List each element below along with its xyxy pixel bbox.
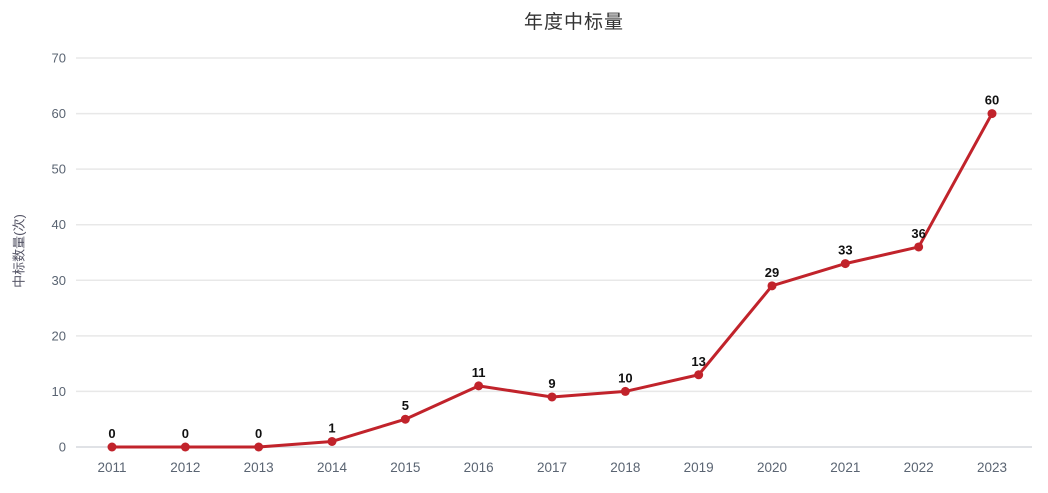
- x-tick-label: 2017: [537, 460, 567, 475]
- data-label: 29: [765, 265, 779, 280]
- x-tick-label: 2020: [757, 460, 787, 475]
- y-tick-label: 70: [52, 51, 66, 66]
- data-label: 5: [402, 398, 409, 413]
- data-point[interactable]: [254, 442, 264, 452]
- data-label: 9: [548, 376, 555, 391]
- data-point[interactable]: [547, 392, 557, 402]
- data-point[interactable]: [107, 442, 117, 452]
- data-point[interactable]: [914, 242, 924, 252]
- y-tick-label: 0: [59, 440, 66, 455]
- data-label: 60: [985, 93, 999, 108]
- x-tick-label: 2018: [610, 460, 640, 475]
- x-tick-label: 2023: [977, 460, 1007, 475]
- data-point[interactable]: [694, 370, 704, 380]
- data-point[interactable]: [620, 386, 630, 396]
- y-tick-label: 30: [52, 273, 66, 288]
- data-point[interactable]: [400, 414, 410, 424]
- y-tick-label: 10: [52, 384, 66, 399]
- chart-title: 年度中标量: [523, 12, 624, 33]
- data-point[interactable]: [327, 436, 337, 446]
- data-label: 0: [182, 426, 189, 441]
- y-tick-label: 40: [52, 217, 66, 232]
- data-point[interactable]: [180, 442, 190, 452]
- y-tick-label: 60: [52, 106, 66, 121]
- y-tick-label: 50: [52, 162, 66, 177]
- data-label: 11: [472, 365, 486, 380]
- x-tick-label: 2015: [390, 460, 420, 475]
- data-label: 0: [108, 426, 115, 441]
- data-point[interactable]: [767, 281, 777, 291]
- x-tick-label: 2013: [244, 460, 274, 475]
- data-point[interactable]: [987, 109, 997, 119]
- y-tick-label: 20: [52, 328, 66, 343]
- data-point[interactable]: [840, 259, 850, 269]
- x-tick-label: 2012: [170, 460, 200, 475]
- data-label: 33: [838, 243, 852, 258]
- x-tick-label: 2011: [97, 460, 126, 475]
- data-label: 10: [618, 370, 632, 385]
- x-tick-label: 2022: [904, 460, 934, 475]
- x-tick-label: 2016: [464, 460, 494, 475]
- data-label: 13: [691, 354, 705, 369]
- data-label: 1: [328, 420, 335, 435]
- data-label: 0: [255, 426, 262, 441]
- x-tick-label: 2014: [317, 460, 348, 475]
- data-label: 36: [911, 226, 925, 241]
- x-tick-label: 2019: [684, 460, 714, 475]
- x-tick-label: 2021: [830, 460, 860, 475]
- data-point[interactable]: [474, 381, 484, 391]
